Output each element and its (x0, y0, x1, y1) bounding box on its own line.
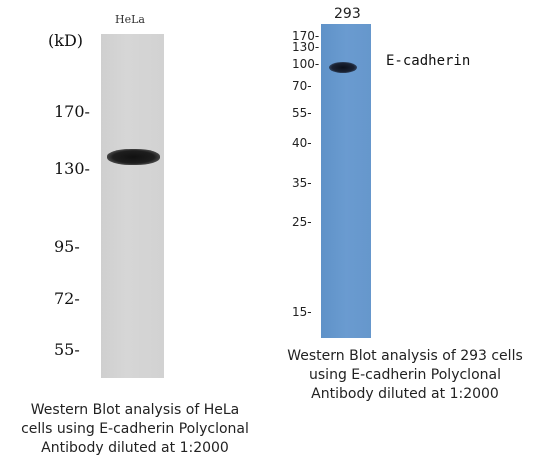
left-lane-label: HeLa (115, 13, 145, 26)
right-marker-100: 100- (292, 57, 320, 71)
left-marker-130: 130- (54, 159, 90, 178)
right-marker-35: 35- (292, 176, 312, 190)
right-caption: Western Blot analysis of 293 cells using… (272, 347, 538, 404)
right-blot-lane (321, 24, 371, 338)
right-marker-40: 40- (292, 136, 312, 150)
left-unit-label: (kD) (48, 31, 84, 50)
left-blot-band (107, 149, 160, 165)
left-marker-170: 170- (54, 102, 90, 121)
right-marker-25: 25- (292, 215, 312, 229)
right-marker-130: 130- (292, 40, 320, 54)
band-label: E-cadherin (386, 53, 471, 69)
left-marker-95: 95- (54, 237, 80, 256)
left-caption-line-1: Western Blot analysis of HeLa (30, 402, 240, 418)
left-blot-lane (101, 34, 164, 378)
right-marker-55: 55- (292, 106, 312, 120)
right-marker-70: 70- (292, 79, 312, 93)
right-caption-line-3: Antibody diluted at 1:2000 (311, 386, 499, 402)
right-caption-line-2: using E-cadherin Polyclonal (309, 367, 501, 383)
right-lane-label: 293 (334, 6, 361, 22)
right-blot-band (329, 62, 357, 73)
right-marker-15: 15- (292, 305, 312, 319)
left-marker-55: 55- (54, 340, 80, 359)
left-caption-line-2: cells using E-cadherin Polyclonal (21, 421, 249, 437)
right-caption-line-1: Western Blot analysis of 293 cells (287, 348, 523, 364)
left-caption-line-3: Antibody diluted at 1:2000 (41, 440, 229, 456)
right-marker-170: 170- (292, 29, 320, 43)
left-caption: Western Blot analysis of HeLa cells usin… (0, 401, 270, 458)
left-marker-72: 72- (54, 289, 80, 308)
